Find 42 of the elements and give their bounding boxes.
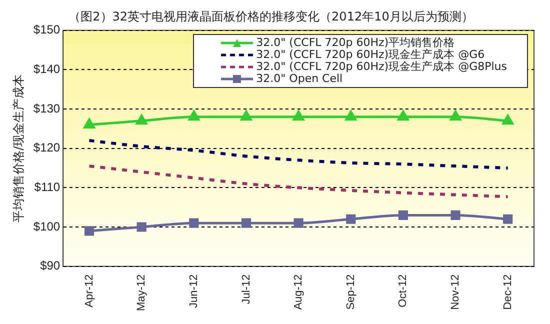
point <box>84 226 94 236</box>
legend-label: 32.0" (CCFL 720p 60Hz)現金生产成本 @G8Plus <box>256 60 507 74</box>
x-tick-label: Oct-12 <box>397 274 410 308</box>
point <box>450 210 460 220</box>
point <box>241 218 252 228</box>
y-tick-label: $120 <box>33 140 60 155</box>
point <box>345 110 356 121</box>
point <box>292 110 304 121</box>
x-tick-label: Apr-12 <box>83 274 96 308</box>
x-tick-label: Jun-12 <box>188 274 200 308</box>
point <box>450 110 462 121</box>
point <box>136 114 148 125</box>
point <box>346 214 356 224</box>
x-tick-label: Dec-12 <box>502 274 514 310</box>
x-tick-label: Nov-12 <box>450 274 462 310</box>
line-series <box>88 164 510 198</box>
y-tick-label: $130 <box>33 101 60 116</box>
legend-label: 32.0" (CCFL 720p 60Hz)現金生产成本 @G6 <box>256 48 485 62</box>
point <box>502 114 514 125</box>
point <box>398 110 409 121</box>
y-tick-label: $90 <box>40 258 60 273</box>
y-axis-title: 平均销售价格/现金生产成本 <box>11 74 26 222</box>
point <box>84 118 95 129</box>
point <box>189 218 199 228</box>
legend-label: 32.0" (CCFL 720p 60Hz)平均销售价格 <box>256 36 455 50</box>
legend-label: 32.0" Open Cell <box>256 72 343 86</box>
point <box>294 218 304 228</box>
x-tick-label: May-12 <box>136 274 148 312</box>
point <box>398 210 408 220</box>
point <box>188 110 200 121</box>
x-tick-label: Sep-12 <box>344 274 357 310</box>
point <box>136 222 146 232</box>
line-series <box>88 138 510 170</box>
y-tick-label: $100 <box>33 219 60 234</box>
x-tick-label: Jul-12 <box>240 274 252 304</box>
x-tick-label: Aug-12 <box>292 274 305 310</box>
point <box>240 110 252 121</box>
y-tick-label: $150 <box>33 22 60 37</box>
chart-title: （图2）32英寸电视用液晶面板价格的推移变化（2012年10月以后为预测） <box>68 9 474 24</box>
point <box>503 214 513 224</box>
y-tick-label: $140 <box>33 62 60 76</box>
y-tick-label: $110 <box>34 180 60 194</box>
